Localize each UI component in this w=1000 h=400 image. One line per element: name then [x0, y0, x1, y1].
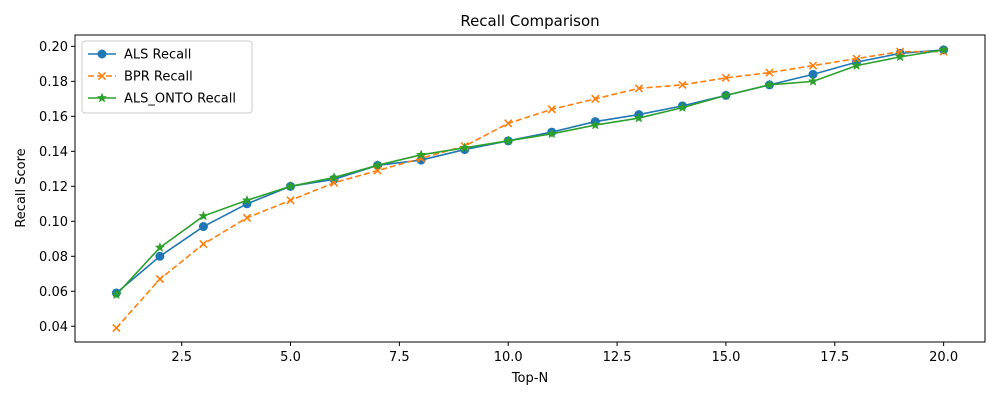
series-als-onto-recall	[111, 44, 949, 300]
data-point	[633, 112, 645, 123]
y-tick-label: 0.06	[39, 285, 68, 300]
y-tick-label: 0.04	[39, 320, 68, 335]
data-point	[764, 79, 775, 90]
data-point	[677, 102, 688, 113]
series-line	[115, 50, 944, 329]
data-point	[241, 194, 253, 205]
data-point	[111, 289, 122, 300]
data-point	[591, 94, 600, 104]
legend: ALS Recall BPR Recall ALS_ONTO Recall	[81, 40, 253, 114]
data-point	[807, 75, 819, 86]
data-point	[155, 251, 165, 261]
series-line	[115, 49, 944, 294]
x-axis-label: Top-N	[511, 371, 548, 386]
x-tick-label: 15.0	[711, 350, 740, 365]
legend-label: ALS Recall	[124, 48, 191, 63]
chart-title: Recall Comparison	[460, 12, 599, 30]
legend-item: ALS_ONTO Recall	[88, 92, 236, 107]
data-point	[285, 180, 296, 191]
data-point	[938, 44, 949, 55]
data-point	[198, 210, 209, 221]
x-tick-label: 10.0	[494, 350, 523, 365]
y-tick-label: 0.18	[39, 75, 68, 90]
legend-item: BPR Recall	[88, 70, 193, 85]
x-tick-label: 20.0	[929, 350, 958, 365]
y-axis: 0.04 0.06 0.08 0.10 0.12 0.14 0.16 0.18 0.20	[39, 40, 75, 335]
x-tick-label: 5.0	[280, 350, 301, 365]
data-point	[590, 119, 601, 130]
data-point	[372, 159, 383, 170]
data-point	[328, 172, 340, 183]
legend-label: BPR Recall	[124, 70, 193, 85]
y-tick-label: 0.08	[39, 250, 68, 265]
data-point	[808, 61, 818, 70]
x-axis: 2.5 5.0 7.5 10.0 12.5 15.0 17.5 20.0	[171, 342, 958, 365]
legend-box	[81, 40, 253, 114]
data-point	[199, 239, 208, 249]
data-point	[198, 222, 208, 232]
data-point	[720, 89, 732, 100]
legend-label: ALS_ONTO Recall	[124, 92, 236, 107]
legend-marker	[96, 92, 108, 103]
legend-marker	[97, 49, 107, 59]
series-line	[115, 49, 944, 296]
y-axis-label: Recall Score	[14, 148, 29, 227]
legend-marker	[97, 71, 107, 81]
data-point	[721, 73, 731, 83]
plot-frame	[74, 34, 986, 343]
x-tick-label: 17.5	[820, 350, 849, 365]
data-point	[502, 135, 514, 146]
data-point	[415, 149, 427, 160]
data-point	[851, 60, 862, 71]
data-point	[634, 84, 644, 93]
data-point	[242, 213, 252, 222]
data-point	[547, 105, 556, 114]
y-tick-label: 0.20	[39, 40, 68, 55]
x-tick-label: 12.5	[603, 350, 632, 365]
data-point	[286, 196, 295, 205]
data-point	[678, 80, 687, 90]
data-point	[154, 242, 166, 253]
y-tick-label: 0.10	[39, 215, 68, 230]
data-point	[504, 119, 513, 128]
data-point	[112, 323, 121, 333]
y-tick-label: 0.16	[39, 110, 68, 125]
plot-area	[74, 34, 986, 343]
x-tick-label: 7.5	[389, 350, 410, 365]
data-point	[852, 54, 861, 63]
x-tick-label: 2.5	[171, 350, 192, 365]
y-tick-label: 0.14	[39, 145, 68, 160]
data-point	[459, 142, 470, 153]
y-tick-label: 0.12	[39, 180, 68, 195]
data-point	[765, 68, 774, 77]
legend-item: ALS Recall	[88, 48, 191, 63]
data-point	[546, 128, 558, 139]
data-point	[155, 274, 165, 284]
data-point	[894, 51, 906, 62]
